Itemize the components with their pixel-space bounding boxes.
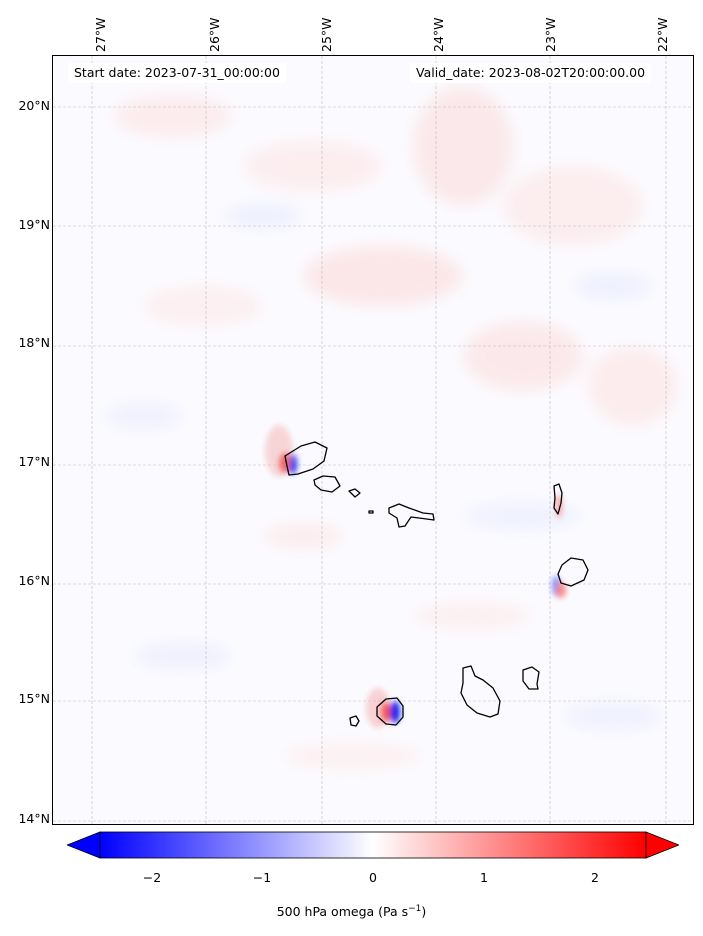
lat-label-15n: 15°N xyxy=(18,691,50,706)
colorbar-extend-min xyxy=(67,831,101,859)
colorbar-label-suffix: ) xyxy=(421,904,427,920)
island-sao-nicolau xyxy=(388,503,435,528)
islet-raso xyxy=(368,510,374,514)
lat-label-16n: 16°N xyxy=(18,573,50,588)
lon-label-25w: 25°W xyxy=(319,17,334,52)
coastlines xyxy=(284,441,589,727)
omega-field-map xyxy=(53,56,693,824)
start-date-label: Start date: 2023-07-31_00:00:00 xyxy=(68,63,286,83)
lon-label-26w: 26°W xyxy=(207,17,222,52)
colorbar-label-text: 500 hPa omega (Pa s xyxy=(276,904,409,920)
island-santiago xyxy=(460,665,501,718)
island-sao-vicente xyxy=(313,475,341,493)
lat-label-17n: 17°N xyxy=(18,454,50,469)
colorbar xyxy=(67,831,679,859)
lon-label-27w: 27°W xyxy=(93,17,108,52)
colorbar-tick-minus1: −1 xyxy=(252,870,272,885)
colorbar-extend-max xyxy=(645,831,679,859)
island-fogo xyxy=(376,697,404,726)
colorbar-gradient xyxy=(99,831,647,859)
island-sal xyxy=(553,483,563,515)
graticule xyxy=(53,56,693,824)
colorbar-label-exponent: −1 xyxy=(408,904,422,914)
valid-date-label: Valid_date: 2023-08-02T20:00:00.00 xyxy=(410,63,652,83)
island-boa-vista xyxy=(557,557,589,587)
lat-label-20n: 20°N xyxy=(18,98,50,113)
colorbar-tick-0: 0 xyxy=(369,870,377,885)
lon-label-22w: 22°W xyxy=(655,17,670,52)
map-panel[interactable] xyxy=(52,55,694,825)
omega-background-pattern xyxy=(103,86,678,770)
lat-label-14n: 14°N xyxy=(18,811,50,826)
lon-label-24w: 24°W xyxy=(431,17,446,52)
colorbar-tick-1: 1 xyxy=(480,870,488,885)
colorbar-label: 500 hPa omega (Pa s−1) xyxy=(0,904,703,919)
lat-label-18n: 18°N xyxy=(18,335,50,350)
lat-label-19n: 19°N xyxy=(18,217,50,232)
island-santo-antao xyxy=(284,441,328,476)
colorbar-tick-2: 2 xyxy=(591,870,599,885)
island-santa-luzia xyxy=(348,488,361,498)
island-maio xyxy=(522,666,540,690)
island-brava xyxy=(349,715,360,727)
lon-label-23w: 23°W xyxy=(543,17,558,52)
colorbar-tick-minus2: −2 xyxy=(142,870,162,885)
